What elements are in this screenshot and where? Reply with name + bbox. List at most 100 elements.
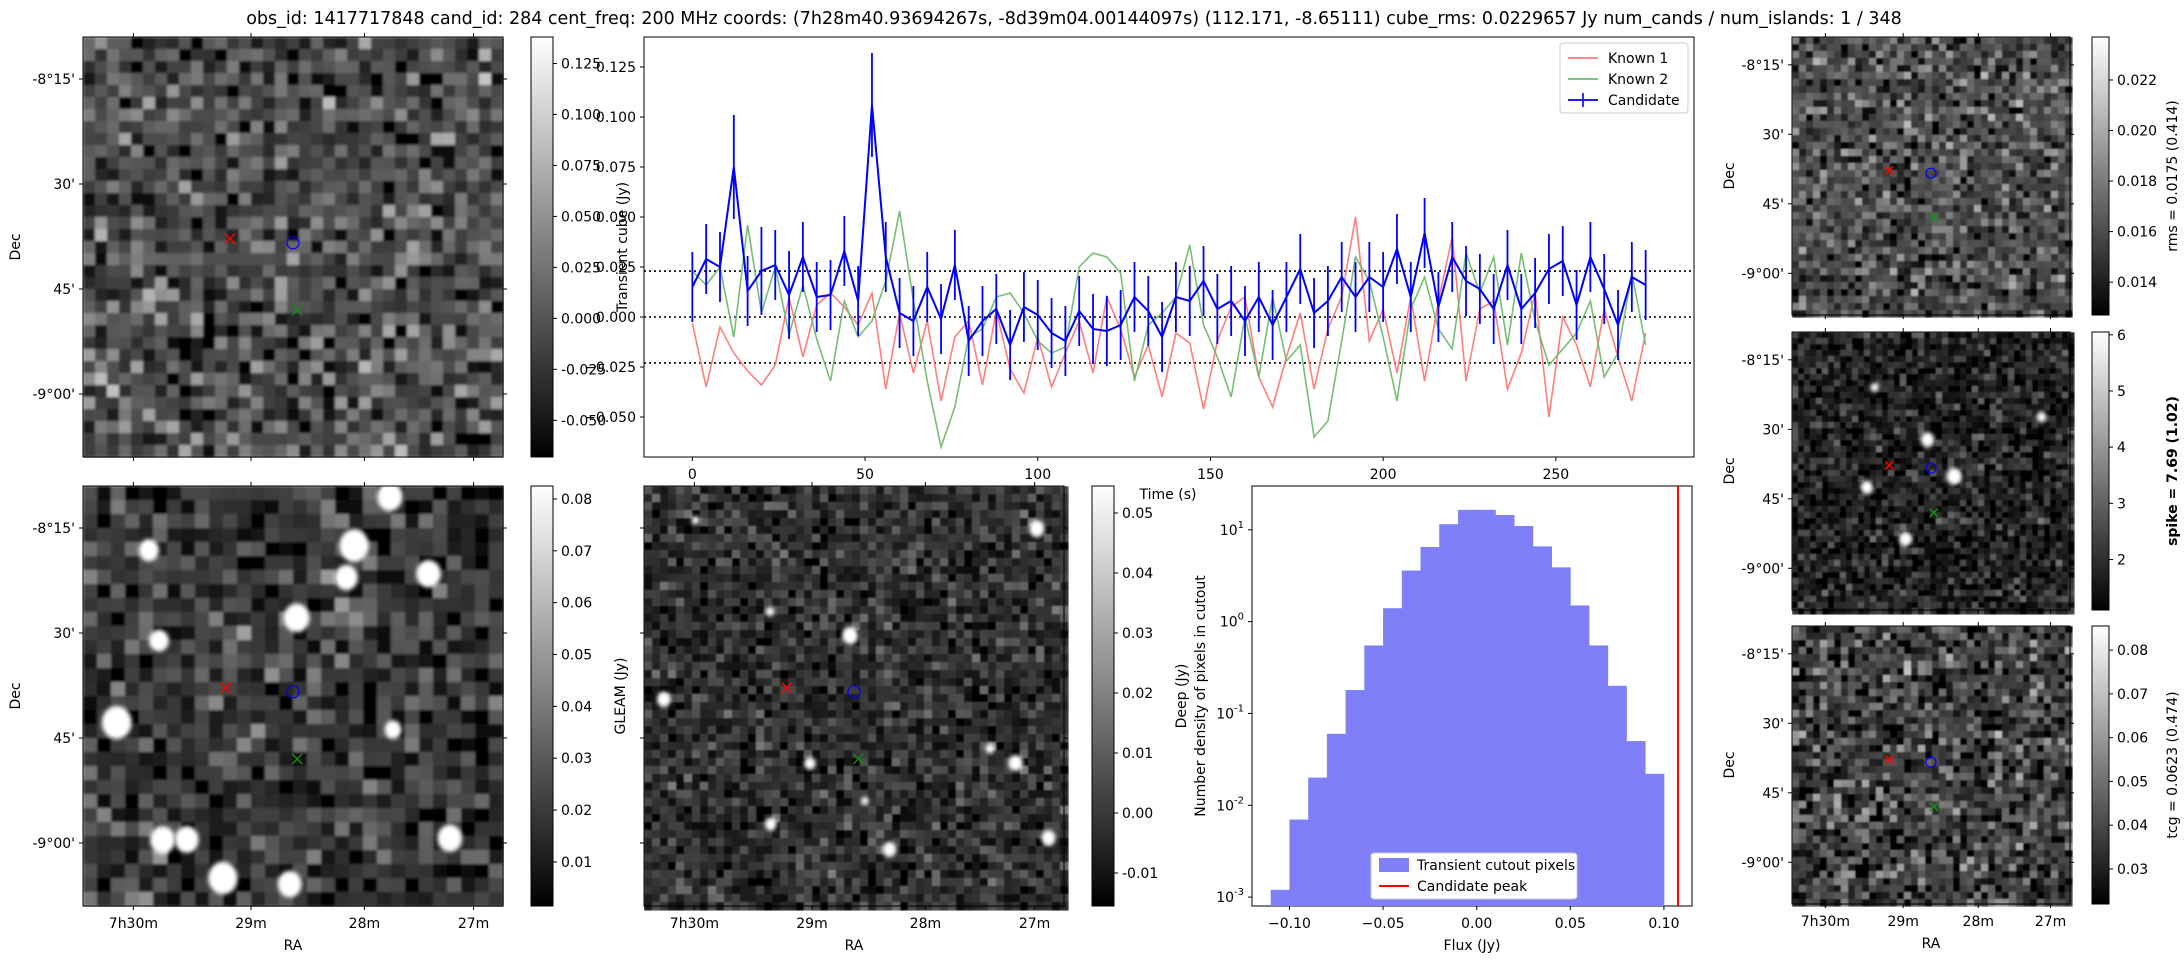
ra-axis-label: RA <box>845 938 864 954</box>
source-blob <box>416 560 441 588</box>
ra-tick-label: 27m <box>2035 914 2066 930</box>
histogram-bar <box>1457 509 1478 906</box>
colorbar-label: Deep (Jy) <box>1174 664 1190 729</box>
colorbar-tick-label: 0.07 <box>561 544 592 560</box>
legend-label: Known 1 <box>1608 51 1668 67</box>
dec-tick-label: -9°00' <box>1741 561 1784 577</box>
y-tick-label: −0.050 <box>584 410 636 426</box>
deep-image: 7h30m 29m 28m 27m RA 0.05 0.04 0.03 0.02 0.01 0.00… <box>640 482 1190 954</box>
colorbar-tick-label: 0.03 <box>2117 862 2148 878</box>
ra-tick-label: 27m <box>458 916 489 932</box>
x-tick-label: 0.00 <box>1461 916 1492 932</box>
x-tick-label: 0 <box>688 467 697 483</box>
image-frame <box>643 485 1065 907</box>
histogram-bar <box>1439 524 1459 906</box>
y-tick-exponent: -3 <box>1234 887 1244 898</box>
legend-label: Candidate peak <box>1417 879 1528 895</box>
candidate-marker <box>286 236 300 250</box>
histogram-bar <box>1270 889 1290 906</box>
colorbar-tick-label: 0.01 <box>1122 746 1153 762</box>
known1-marker <box>1884 460 1894 470</box>
colorbar <box>530 36 554 458</box>
colorbar-tick-label: 0.02 <box>1122 686 1153 702</box>
y-tick-exponent: -2 <box>1234 795 1244 806</box>
dec-axis-label: Dec <box>8 682 24 709</box>
dec-tick-label: 30' <box>1762 422 1784 438</box>
histogram-bar <box>1645 773 1665 906</box>
histogram-bar <box>1308 777 1328 906</box>
dec-tick-label: -8°15' <box>32 521 75 537</box>
ra-tick-label: 29m <box>1887 914 1918 930</box>
known2-marker <box>1929 213 1939 223</box>
histogram-bar <box>1532 546 1552 906</box>
colorbar-tick-label: -0.01 <box>1122 866 1158 882</box>
dec-tick-label: 30' <box>1762 716 1784 732</box>
histogram-bar <box>1514 526 1534 906</box>
source-blob <box>842 626 859 645</box>
colorbar-tick-label: -0.025 <box>561 362 606 378</box>
y-tick-label: −0.025 <box>584 360 636 376</box>
spike-image: -8°15' 30' 45' -9°00' Dec 6 5 4 3 2 spike = 7.69 (… <box>1722 328 2181 615</box>
colorbar-tick-label: 0.000 <box>561 311 601 327</box>
colorbar-tick-label: 0.03 <box>561 751 592 767</box>
known1-marker <box>1884 754 1894 764</box>
source-blob <box>437 824 463 852</box>
candidate-marker <box>1925 462 1937 474</box>
source-blob <box>174 826 199 853</box>
colorbar-tick-label: 0.100 <box>561 107 601 123</box>
x-tick-label: 150 <box>1197 467 1224 483</box>
dec-axis-label: Dec <box>1722 457 1738 484</box>
series-known-2-line <box>691 210 1647 450</box>
dec-axis-label: Dec <box>8 233 24 260</box>
colorbar <box>1091 485 1115 907</box>
colorbar-tick-label: 0.02 <box>561 803 592 819</box>
colorbar-tick-label: 0.08 <box>2117 643 2148 659</box>
colorbar <box>2091 625 2110 905</box>
image-frame <box>82 36 504 458</box>
dec-tick-label: 45' <box>1762 197 1784 213</box>
histogram-bar <box>1364 645 1384 906</box>
colorbar-label: tcg = 0.0623 (0.474) <box>2165 691 2181 838</box>
y-tick-exponent: 1 <box>1238 520 1244 531</box>
dec-tick-label: -8°15' <box>1741 353 1784 369</box>
source-blob <box>339 529 369 562</box>
colorbar-tick-label: 0.075 <box>561 158 601 174</box>
colorbar-tick-label: 5 <box>2117 384 2126 400</box>
source-blob <box>384 720 402 740</box>
source-blob <box>1860 480 1873 495</box>
ra-axis-label: RA <box>284 938 303 954</box>
image-frame <box>1791 36 2071 316</box>
y-tick-label: 10-1 <box>1216 703 1244 722</box>
colorbar-tick-label: 4 <box>2117 440 2126 456</box>
y-tick-exponent: -1 <box>1234 703 1244 714</box>
lightcurve-legend: Known 1 Known 2 Candidate <box>1559 42 1689 114</box>
transient-cube-image: -8°15' 30' 45' -9°00' Dec 0.125 0.100 0.075 0.05… <box>8 33 606 461</box>
known2-marker <box>291 753 303 765</box>
image-texture <box>83 486 504 907</box>
known1-marker <box>220 682 232 694</box>
colorbar-tick-label: 2 <box>2117 552 2126 568</box>
histogram-bar <box>1589 645 1609 906</box>
source-blob <box>882 841 897 858</box>
colorbar-tick-label: 0.06 <box>2117 731 2148 747</box>
colorbar-tick-label: 0.05 <box>1122 506 1153 522</box>
dec-axis-label: Dec <box>1722 162 1738 189</box>
dec-tick-label: -9°00' <box>1741 855 1784 871</box>
rms-image: -8°15' 30' 45' -9°00' Dec 0.022 0.020 0.018 0.01… <box>1722 33 2181 319</box>
dec-tick-label: -9°00' <box>1741 266 1784 282</box>
x-tick-label: −0.05 <box>1362 916 1405 932</box>
source-blob <box>1029 520 1045 538</box>
colorbar-label: rms = 0.0175 (0.414) <box>2165 100 2181 252</box>
source-blob <box>377 482 403 511</box>
x-tick-label: 50 <box>856 467 874 483</box>
colorbar-tick-label: 0.08 <box>561 492 592 508</box>
image-frame <box>1791 625 2071 905</box>
ra-tick-label: 27m <box>1019 916 1050 932</box>
colorbar-tick-label: 0.06 <box>561 596 592 612</box>
dec-tick-label: 30' <box>1762 127 1784 143</box>
y-tick-label: 0.125 <box>596 60 636 76</box>
y-tick-label: 0.050 <box>596 210 636 226</box>
y-tick-label: 10-2 <box>1216 795 1244 814</box>
colorbar-tick-label: 0.05 <box>2117 774 2148 790</box>
